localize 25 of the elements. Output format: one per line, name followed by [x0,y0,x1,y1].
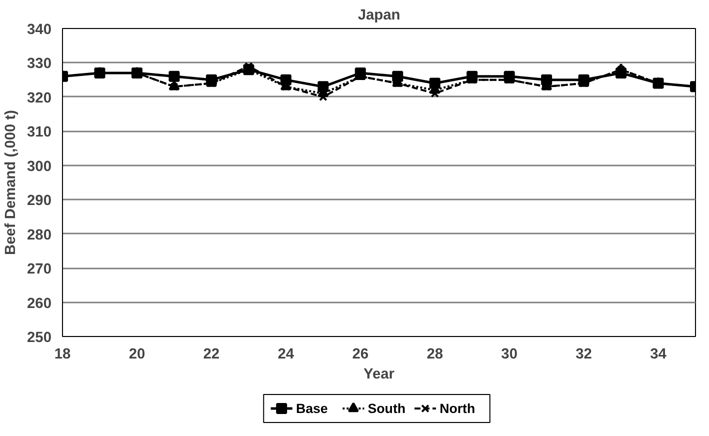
y-tick-label: 250 [27,330,52,346]
x-tick-label: 30 [501,346,518,362]
y-tick-label: 290 [27,193,52,210]
y-tick-label: 300 [27,158,52,175]
x-tick-label: 32 [576,346,592,362]
x-axis-title: Year [364,366,395,382]
x-tick-label: 28 [426,346,444,362]
legend-label: South [368,401,406,416]
y-tick-label: 330 [27,56,52,72]
legend-label: Base [296,401,328,416]
x-tick-label: 20 [128,346,146,362]
y-axis-title: Beef Demand (,000 t) [3,110,20,255]
y-tick-label: 320 [27,90,52,106]
x-tick-label: 22 [203,346,220,362]
y-tick-label: 340 [27,22,52,38]
x-tick-label: 18 [54,346,71,362]
y-tick-label: 280 [27,227,52,244]
chart-title: Japan [358,8,400,24]
legend-label: North [440,401,476,416]
x-tick-label: 34 [650,346,668,362]
y-tick-label: 270 [27,262,52,278]
x-tick-label: 26 [352,346,369,362]
y-tick-label: 260 [27,296,52,312]
y-tick-label: 310 [27,124,52,141]
x-tick-label: 24 [278,346,295,362]
